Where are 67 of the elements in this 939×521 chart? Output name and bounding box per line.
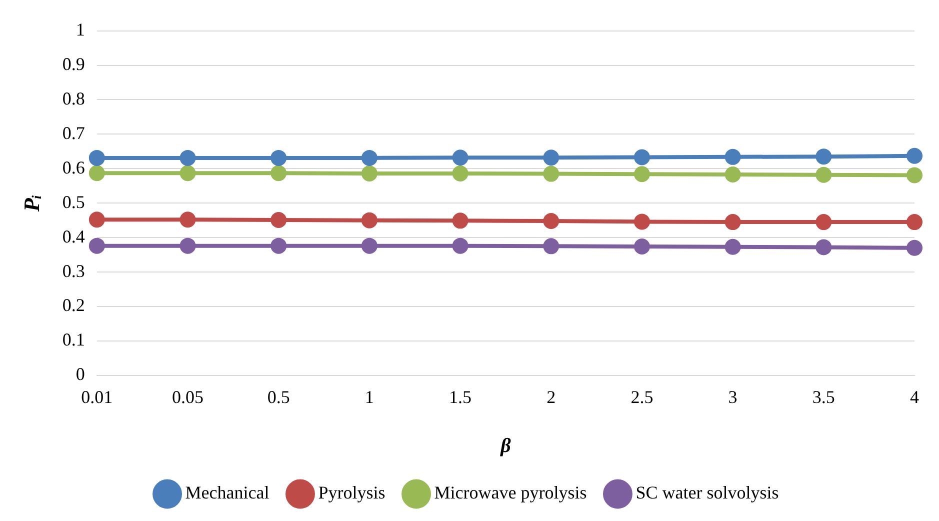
x-tick-label: 2 <box>546 386 556 407</box>
point <box>361 165 378 182</box>
point <box>724 166 741 182</box>
point <box>816 239 832 256</box>
x-tick-label: 1.5 <box>449 386 472 407</box>
point <box>906 167 922 184</box>
x-tick-label: 3.5 <box>812 386 835 407</box>
point <box>724 214 741 230</box>
point <box>634 149 650 166</box>
point <box>361 150 378 166</box>
point <box>724 238 741 255</box>
x-tick-label: 0.05 <box>172 386 204 407</box>
x-tick-label: 1 <box>364 386 374 407</box>
point <box>543 213 560 230</box>
y-tick-label: 1 <box>76 20 85 40</box>
y-tick-label: 0 <box>76 364 85 384</box>
point <box>180 212 196 228</box>
point <box>816 166 832 183</box>
y-tick-label: 0.1 <box>62 330 85 350</box>
y-tick-label: 0.7 <box>62 122 85 143</box>
legend-label: SC water solvolysis <box>636 482 779 503</box>
point <box>180 238 196 254</box>
point <box>724 148 741 165</box>
y-tick-label: 0.8 <box>62 88 85 108</box>
y-tick-label: 0.6 <box>62 157 85 178</box>
x-axis-title: β <box>500 435 512 458</box>
point <box>180 165 196 182</box>
point <box>361 238 378 254</box>
point <box>88 212 105 228</box>
point <box>543 238 560 254</box>
point <box>452 165 468 182</box>
legend-label: Mechanical <box>185 482 270 503</box>
x-tick-label: 2.5 <box>630 386 654 407</box>
y-tick-label: 0.5 <box>62 192 85 212</box>
y-tick-label: 0.4 <box>62 226 85 246</box>
point <box>270 165 287 182</box>
point <box>816 214 832 230</box>
point <box>361 212 378 228</box>
y-tick-label: 0.2 <box>62 295 85 316</box>
y-tick-label: 0.3 <box>62 260 85 281</box>
x-tick-label: 0.5 <box>267 386 290 407</box>
point <box>270 238 287 254</box>
point <box>634 166 650 182</box>
point <box>634 214 650 230</box>
point <box>906 214 922 230</box>
point <box>906 148 922 164</box>
point <box>816 148 832 165</box>
point <box>452 150 468 166</box>
point <box>88 150 105 166</box>
x-tick-label: 4 <box>910 386 919 407</box>
x-tick-label: 0.01 <box>81 386 113 407</box>
point <box>543 150 560 166</box>
y-axis-title: Pᵢ <box>18 194 44 213</box>
point <box>452 212 468 229</box>
point <box>88 238 105 254</box>
legend-label: Microwave pyrolysis <box>434 482 587 503</box>
point <box>906 240 922 256</box>
x-tick-label: 3 <box>728 386 738 407</box>
point <box>634 238 650 255</box>
y-tick-label: 0.9 <box>62 54 85 74</box>
point <box>88 165 105 182</box>
point <box>270 212 287 228</box>
point <box>270 150 287 166</box>
point <box>180 150 196 166</box>
point <box>452 238 468 254</box>
point <box>543 166 560 182</box>
legend-label: Pyrolysis <box>318 482 386 503</box>
